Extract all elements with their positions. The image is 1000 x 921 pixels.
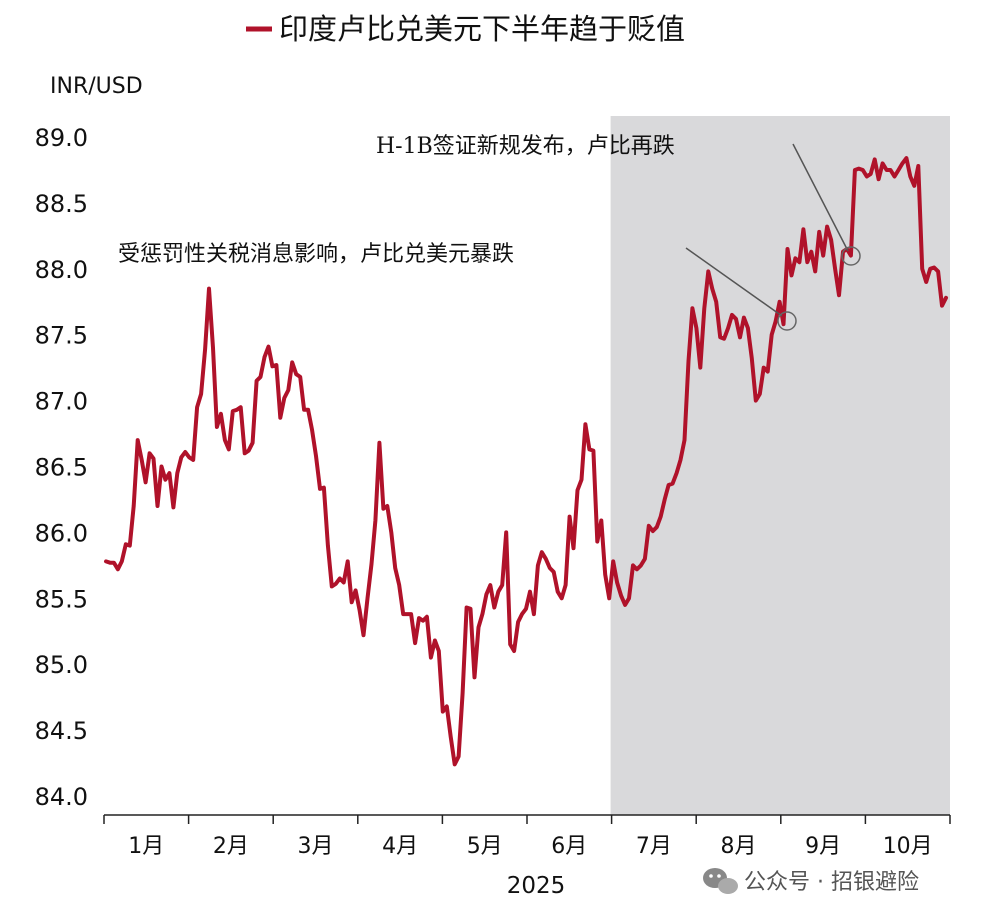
legend-label: 印度卢比兑美元下半年趋于贬值 — [279, 12, 685, 46]
y-tick-label: 89.0 — [35, 124, 88, 152]
y-axis-unit-label: INR/USD — [50, 74, 143, 99]
y-tick-label: 88.5 — [35, 190, 88, 218]
shaded-region-second-half — [610, 116, 950, 815]
watermark-text: 公众号 · 招银避险 — [744, 870, 919, 895]
x-tick-label: 5月 — [467, 834, 503, 859]
annotation-h1b-marker — [841, 246, 861, 266]
annotation-tariff-leader — [685, 247, 783, 317]
x-tick-label: 1月 — [128, 834, 164, 859]
y-tick-label: 87.5 — [35, 322, 88, 350]
y-tick-label: 88.0 — [35, 256, 88, 284]
annotation-h1b-leader — [792, 143, 849, 252]
x-tick-label: 7月 — [636, 834, 672, 859]
y-axis-ticks: 89.0 88.5 88.0 87.5 87.0 86.5 86.0 85.5 85.0 84.5… — [35, 124, 88, 811]
x-tick-label: 3月 — [298, 834, 334, 859]
y-tick-label: 84.0 — [35, 783, 88, 811]
watermark: 公众号 · 招银避险 — [703, 868, 919, 895]
annotation-tariff: 受惩罚性关税消息影响，卢比兑美元暴跌 — [118, 242, 797, 331]
wechat-icon — [703, 868, 738, 894]
y-tick-label: 86.0 — [35, 519, 88, 547]
x-tick-label: 4月 — [382, 834, 418, 859]
x-tick-label: 6月 — [551, 834, 587, 859]
x-axis-month-labels: 1月 2月 3月 4月 5月 6月 7月 8月 9月 10月 — [128, 834, 932, 859]
x-tick-label: 8月 — [721, 834, 757, 859]
annotation-tariff-text: 受惩罚性关税消息影响，卢比兑美元暴跌 — [118, 242, 514, 267]
y-tick-label: 85.5 — [35, 585, 88, 613]
legend: 印度卢比兑美元下半年趋于贬值 — [246, 12, 685, 46]
y-tick-label: 86.5 — [35, 454, 88, 482]
x-axis-ticks — [103, 815, 951, 824]
y-tick-label: 84.5 — [35, 717, 88, 745]
annotation-h1b-text: H-1B签证新规发布，卢比再跌 — [376, 134, 675, 159]
y-tick-label: 87.0 — [35, 388, 88, 416]
series-line-inr-usd — [104, 156, 948, 767]
y-tick-label: 85.0 — [35, 651, 88, 679]
annotation-tariff-marker — [777, 311, 797, 331]
x-tick-label: 10月 — [883, 834, 933, 859]
x-axis-year-label: 2025 — [507, 873, 566, 899]
annotation-h1b: H-1B签证新规发布，卢比再跌 — [376, 134, 861, 266]
x-tick-label: 2月 — [213, 834, 249, 859]
x-tick-label: 9月 — [805, 834, 841, 859]
